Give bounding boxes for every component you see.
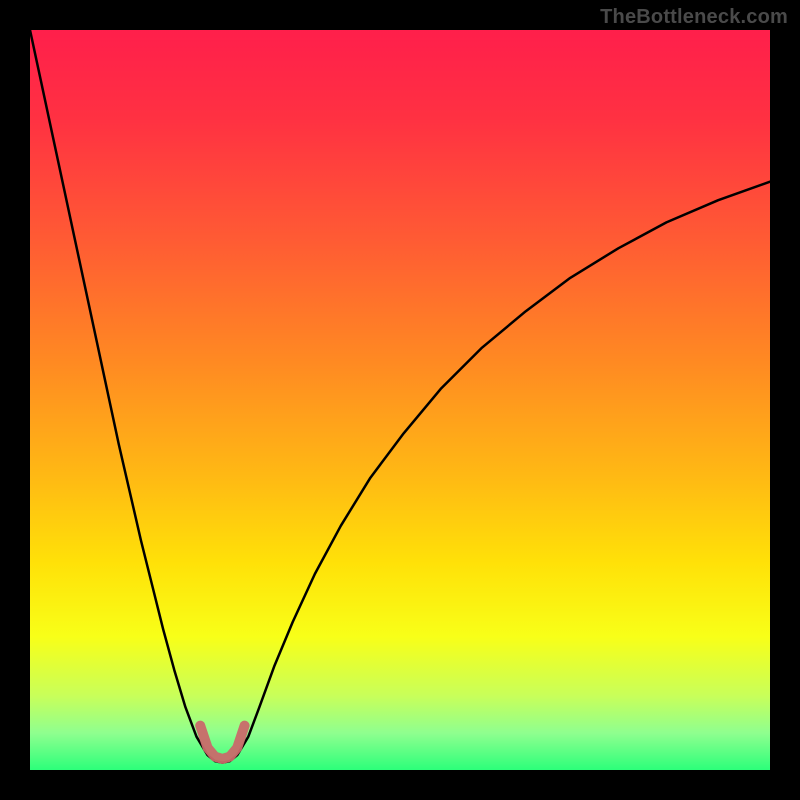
chart-svg (0, 0, 800, 800)
plot-background (30, 30, 770, 770)
chart-stage: TheBottleneck.com (0, 0, 800, 800)
